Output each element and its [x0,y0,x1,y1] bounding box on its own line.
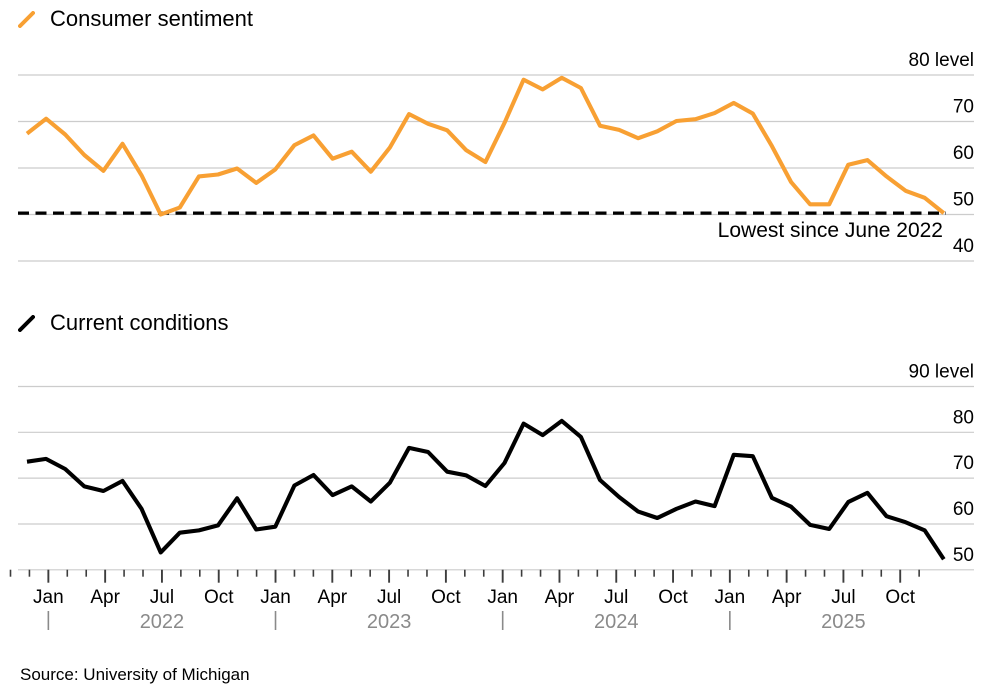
x-axis-month-label: Jan [715,587,746,608]
x-axis-month-label: Oct [658,587,688,608]
y-axis-label: 40 [953,236,974,257]
x-axis-year-label: 2024 [594,611,639,633]
x-axis-month-label: Oct [431,587,461,608]
x-axis-month-label: Jul [831,587,855,608]
x-axis-year-label: 2022 [140,611,185,633]
line-sample-icon [18,314,35,332]
legend-current-conditions: Current conditions [18,312,229,334]
y-axis-label: 60 [953,499,974,520]
x-axis-month-label: Oct [885,587,915,608]
y-axis-label: 50 [953,545,974,566]
x-axis-month-label: Jan [33,587,64,608]
y-axis-label: 80 [953,407,974,428]
y-axis-label: 60 [953,143,974,164]
legend-label-current-conditions: Current conditions [50,310,229,335]
y-axis-label: 70 [953,97,974,118]
x-axis-year-label: 2025 [821,611,866,633]
x-axis-month-label: Jan [260,587,291,608]
x-axis-month-label: Jul [604,587,628,608]
lowest-level-annotation: Lowest since June 2022 [717,219,943,242]
legend-stroke-consumer-sentiment [18,10,35,28]
x-axis-month-label: Jan [487,587,518,608]
x-axis-month-label: Apr [318,587,348,608]
legend-stroke-current-conditions [18,314,35,332]
x-axis-month-label: Oct [204,587,234,608]
series-line-consumer-sentiment [25,75,946,217]
line-sample-icon [18,10,35,28]
series-line-current-conditions [26,418,946,561]
y-axis-label: 70 [953,453,974,474]
x-axis-month-label: Apr [772,587,802,608]
source-note: Source: University of Michigan [20,665,250,684]
y-axis-label: 50 [953,190,974,211]
x-axis-month-label: Apr [545,587,575,608]
y-axis-label: 80 level [909,50,975,71]
x-axis-month-label: Jul [377,587,401,608]
y-axis-label: 90 level [909,362,975,383]
x-axis-year-label: 2023 [367,611,412,633]
legend-label-consumer-sentiment: Consumer sentiment [50,6,253,31]
legend-consumer-sentiment: Consumer sentiment [18,8,253,30]
x-axis-month-label: Apr [90,587,120,608]
x-axis-month-label: Jul [150,587,174,608]
